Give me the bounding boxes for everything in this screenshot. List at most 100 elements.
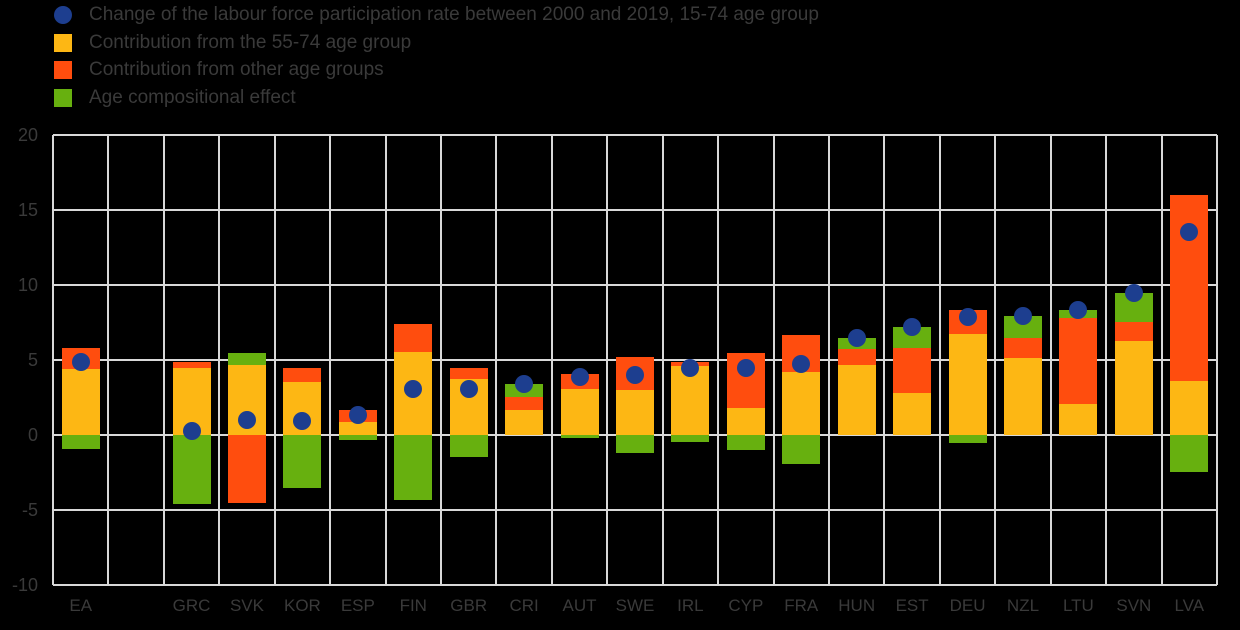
- y-tick-label: -10: [11, 575, 38, 595]
- x-tick-label-SWE: SWE: [615, 596, 655, 615]
- x-tick-label-NZL: NZL: [1006, 596, 1040, 615]
- gridline-v: [107, 135, 110, 585]
- total-change-dot-SWE: [626, 366, 644, 384]
- legend-label-contribution-other: Contribution from other age groups: [89, 59, 384, 80]
- total-change-dot-IRL: [681, 359, 700, 378]
- legend-item-contribution-55-74: Contribution from the 55-74 age group: [54, 32, 819, 54]
- gridline-h: [53, 134, 1217, 136]
- gridline-v: [1049, 135, 1052, 585]
- bar-SVK-contribution-other: [228, 435, 266, 503]
- gridline-v: [1105, 135, 1108, 585]
- bar-DEU-age-composition: [948, 435, 987, 443]
- plot-area: [52, 134, 1218, 586]
- bar-NZL-age-composition: [1004, 315, 1042, 338]
- total-change-dot-LTU: [1069, 300, 1088, 319]
- legend-square-green-icon: [54, 88, 72, 107]
- bar-EST-contribution-55-74: [893, 393, 932, 435]
- bar-SWE-contribution-55-74: [616, 390, 654, 435]
- bar-SVN-contribution-other: [1114, 321, 1153, 341]
- x-tick-label-AUT: AUT: [562, 596, 597, 615]
- bar-KOR-age-composition: [283, 435, 322, 488]
- bar-ESP-contribution-55-74: [338, 421, 377, 435]
- bar-CYP-age-composition: [726, 435, 765, 450]
- total-change-dot-HUN: [847, 328, 866, 347]
- x-tick-label-SVN: SVN: [1116, 596, 1152, 615]
- bar-GRC-contribution-other: [172, 362, 211, 368]
- total-change-dot-FRA: [792, 354, 811, 373]
- x-tick-label-CRI: CRI: [509, 596, 539, 615]
- total-change-dot-CYP: [736, 359, 755, 378]
- x-tick-label-IRL: IRL: [677, 596, 704, 615]
- bar-EA-age-composition: [61, 435, 100, 449]
- gridline-h: [53, 584, 1217, 586]
- total-change-dot-SVN: [1124, 284, 1143, 303]
- bar-HUN-contribution-other: [837, 348, 876, 366]
- gridline-h: [53, 509, 1217, 511]
- x-tick-label-LTU: LTU: [1062, 596, 1094, 615]
- legend-item-age-composition: Age compositional effect: [54, 87, 819, 109]
- bar-SVK-age-composition: [228, 352, 266, 365]
- gridline-v: [162, 135, 165, 585]
- bar-LVA-age-composition: [1170, 435, 1209, 472]
- bar-CRI-contribution-other: [505, 396, 544, 411]
- gridline-v: [384, 135, 387, 585]
- bar-AUT-age-composition: [560, 435, 599, 438]
- bar-CYP-contribution-55-74: [726, 408, 765, 435]
- legend-label-total-change: Change of the labour force participation…: [89, 4, 819, 25]
- x-tick-label-CYP: CYP: [728, 596, 764, 615]
- y-tick-label: 15: [17, 200, 38, 220]
- gridline-h: [53, 209, 1217, 211]
- total-change-dot-GBR: [459, 380, 478, 399]
- gridline-v: [606, 135, 609, 585]
- legend-square-orange-icon: [54, 61, 72, 79]
- total-change-dot-ESP: [348, 405, 367, 424]
- gridline-v: [828, 135, 830, 585]
- gridline-v: [938, 135, 941, 585]
- bar-FRA-contribution-55-74: [782, 372, 821, 435]
- bar-GBR-age-composition: [449, 435, 488, 457]
- x-tick-label-LVA: LVA: [1174, 596, 1205, 615]
- gridline-v: [52, 135, 54, 585]
- x-tick-label-HUN: HUN: [838, 596, 876, 615]
- x-tick-label-KOR: KOR: [283, 596, 321, 615]
- gridline-v: [994, 135, 997, 585]
- bar-NZL-contribution-other: [1004, 337, 1042, 358]
- y-tick-label: 10: [17, 275, 38, 295]
- x-tick-label-DEU: DEU: [949, 596, 986, 615]
- y-tick-label: -5: [21, 500, 38, 520]
- y-tick-label: 20: [17, 125, 38, 145]
- total-change-dot-EA: [71, 353, 90, 372]
- x-tick-label-EA: EA: [69, 596, 93, 615]
- bar-ESP-age-composition: [338, 435, 377, 441]
- bar-GRC-age-composition: [172, 435, 211, 504]
- bar-DEU-contribution-55-74: [948, 333, 987, 435]
- bar-FIN-age-composition: [394, 435, 433, 500]
- legend-label-age-composition: Age compositional effect: [89, 86, 296, 108]
- gridline-v: [495, 135, 498, 585]
- x-tick-label-FRA: FRA: [784, 596, 819, 615]
- gridline-v: [772, 135, 775, 585]
- gridline-v: [661, 135, 664, 585]
- legend-item-contribution-other: Contribution from other age groups: [54, 59, 819, 81]
- bar-HUN-contribution-55-74: [837, 365, 876, 435]
- x-tick-label-SVK: SVK: [229, 596, 264, 615]
- bar-LTU-contribution-55-74: [1059, 403, 1098, 435]
- gridline-v: [1160, 135, 1163, 585]
- y-tick-label: 0: [27, 425, 38, 445]
- bar-CRI-contribution-55-74: [505, 410, 544, 435]
- legend-item-total-change: Change of the labour force participation…: [54, 4, 819, 26]
- bar-IRL-age-composition: [671, 435, 710, 442]
- gridline-h: [53, 284, 1217, 286]
- gridline-v: [273, 135, 276, 585]
- bar-LTU-contribution-other: [1059, 318, 1098, 404]
- bar-EST-age-composition: [893, 327, 932, 348]
- total-change-dot-LVA: [1180, 222, 1199, 241]
- bar-KOR-contribution-other: [283, 368, 322, 382]
- bar-NZL-contribution-55-74: [1004, 357, 1042, 435]
- x-tick-label-ESP: ESP: [340, 596, 375, 615]
- total-change-dot-EST: [903, 318, 922, 336]
- x-tick-label-GBR: GBR: [450, 596, 488, 615]
- x-tick-label-EST: EST: [895, 596, 929, 615]
- legend-label-contribution-55-74: Contribution from the 55-74 age group: [89, 31, 412, 53]
